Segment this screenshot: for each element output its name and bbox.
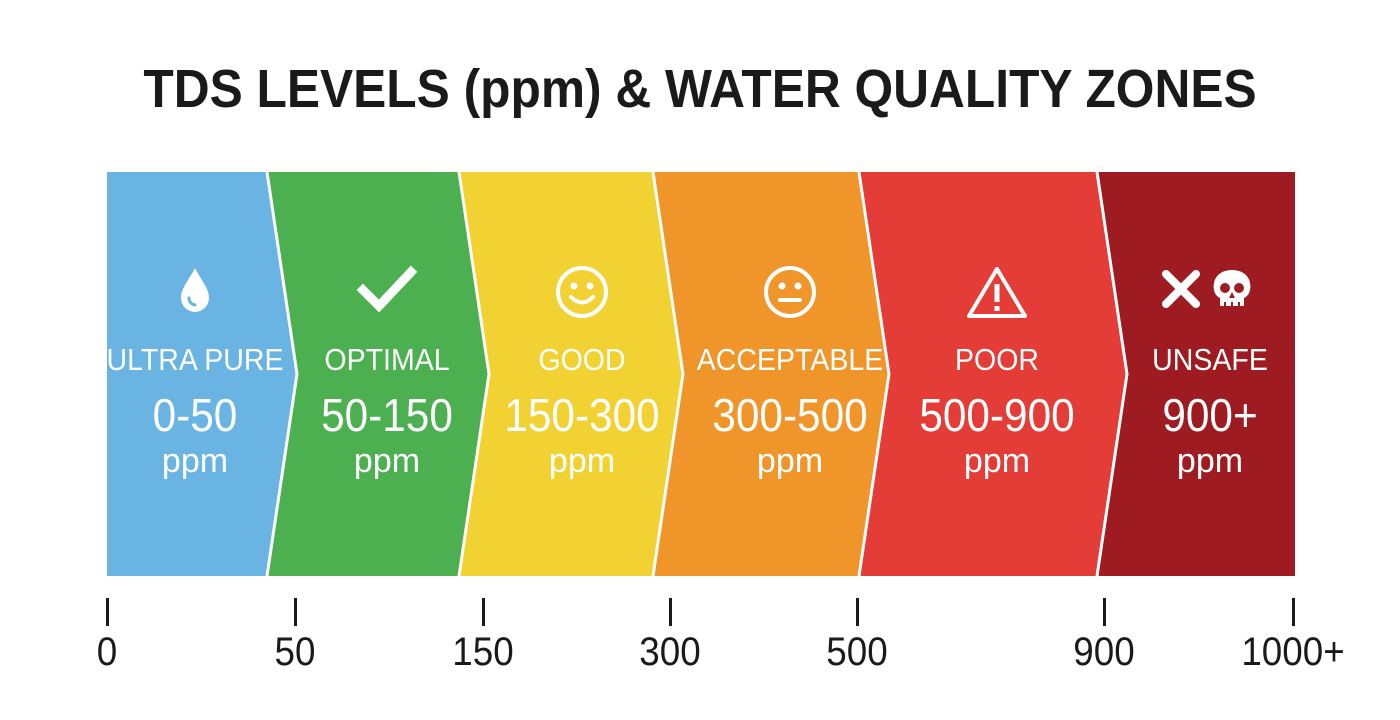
zone-3: GOOD 150-300 ppm: [492, 172, 672, 576]
axis-tick: [294, 598, 297, 626]
smiley-face-icon: [492, 264, 672, 318]
axis-tick: [1292, 598, 1295, 626]
neutral-face-icon: [700, 264, 880, 318]
zone-range: 900+: [1162, 389, 1258, 441]
axis-tick-label: 300: [639, 630, 701, 674]
zone-shape-3: [459, 172, 683, 576]
zone-unit: ppm: [548, 442, 616, 480]
zone-shape-5: [859, 172, 1127, 576]
zone-unit: ppm: [353, 442, 421, 480]
axis-tick-label: 900: [1073, 630, 1135, 674]
axis-tick: [669, 598, 672, 626]
water-drop-icon: [107, 264, 285, 316]
axis-tick-label: 50: [274, 630, 316, 674]
ppm-axis: 0 50 150 300 500 900 1000+: [0, 590, 1400, 690]
axis-tick: [482, 598, 485, 626]
zone-shapes: [107, 172, 1295, 576]
zone-shape-4: [653, 172, 889, 576]
axis-tick: [106, 598, 109, 626]
zone-label: POOR: [954, 342, 1039, 377]
axis-tick: [856, 598, 859, 626]
zone-divider-3: [651, 172, 685, 576]
axis-tick-label: 1000+: [1241, 630, 1345, 674]
zone-shape-1: [107, 172, 297, 576]
zone-range: 300-500: [712, 389, 868, 441]
zone-1: ULTRA PURE 0-50 ppm: [107, 172, 285, 576]
zone-range: 0-50: [152, 389, 238, 441]
zone-6: UNSAFE 900+ ppm: [1120, 172, 1295, 576]
zone-divider-5: [1095, 172, 1129, 576]
zone-label: ULTRA PURE: [107, 342, 284, 377]
zone-unit: ppm: [756, 442, 824, 480]
zone-divider-2: [457, 172, 491, 576]
zone-label: OPTIMAL: [324, 342, 450, 377]
zone-band: ULTRA PURE 0-50 ppm OPTIMAL 50-150 ppm GOOD 150…: [107, 172, 1295, 576]
zone-2: OPTIMAL 50-150 ppm: [297, 172, 477, 576]
cross-skull-icon: [1120, 264, 1295, 316]
page-title: TDS LEVELS (ppm) & WATER QUALITY ZONES: [143, 59, 1257, 119]
zone-unit: ppm: [1176, 442, 1244, 480]
zone-unit: ppm: [161, 442, 229, 480]
axis-tick-label: 0: [96, 630, 118, 674]
zone-label: ACCEPTABLE: [696, 342, 884, 377]
zone-5: POOR 500-900 ppm: [907, 172, 1087, 576]
zone-range: 500-900: [919, 389, 1075, 441]
zone-label: UNSAFE: [1152, 342, 1268, 377]
zone-4: ACCEPTABLE 300-500 ppm: [697, 172, 883, 576]
axis-tick: [1103, 598, 1106, 626]
zone-range: 150-300: [504, 389, 660, 441]
zone-shape-2: [267, 172, 489, 576]
zone-divider-1: [265, 172, 299, 576]
zone-shape-6: [1097, 172, 1295, 576]
axis-tick-label: 150: [452, 630, 514, 674]
checkmark-icon: [297, 264, 477, 316]
zone-divider-4: [857, 172, 891, 576]
zone-unit: ppm: [963, 442, 1031, 480]
zone-range: 50-150: [321, 389, 453, 441]
zone-label: GOOD: [538, 342, 626, 377]
axis-tick-label: 500: [826, 630, 888, 674]
warning-triangle-icon: [907, 264, 1087, 318]
